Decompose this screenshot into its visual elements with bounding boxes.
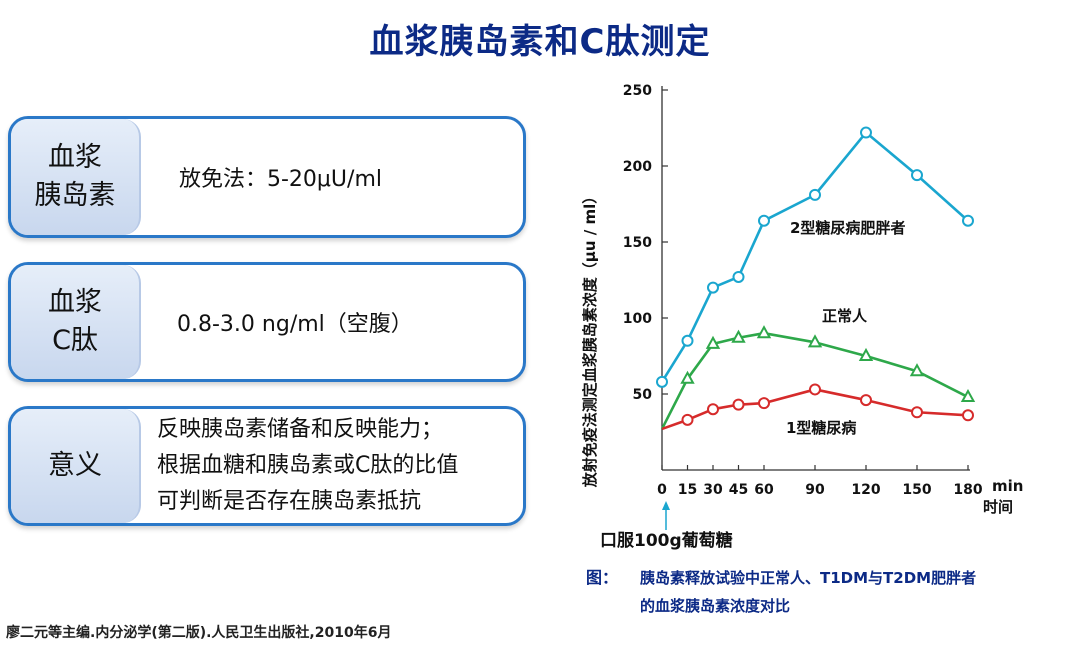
card-label-line: C肽 [52, 325, 98, 356]
y-tick-label: 150 [623, 235, 652, 251]
card-label-line: 意义 [48, 450, 102, 481]
card-plasma-insulin: 血浆 胰岛素 放免法：5-20μU/ml [8, 116, 526, 238]
card-text: 放免法：5-20μU/ml [179, 167, 382, 192]
data-point [680, 370, 695, 384]
reference-footer: 廖二元等主编.内分泌学(第二版).人民卫生出版社,2010年6月 [6, 625, 392, 641]
data-point [962, 409, 974, 422]
card-label-line: 血浆 [48, 142, 102, 173]
y-tick-label: 100 [623, 311, 652, 327]
data-point [732, 398, 745, 411]
card-label-line: 血浆 [48, 287, 102, 318]
page-title: 血浆胰岛素和C肽测定 [369, 22, 711, 62]
insulin-release-chart: 50 100 150 200 250 0 15 30 45 60 90 120 150 180 放射免疫法… [581, 83, 1023, 615]
data-point [681, 413, 694, 426]
data-point [911, 169, 923, 182]
y-tick-label: 250 [623, 83, 652, 99]
data-point [807, 334, 823, 348]
x-axis-unit: min [992, 477, 1023, 495]
data-point [707, 403, 719, 416]
x-tick-label: 60 [754, 482, 774, 498]
data-point [731, 329, 746, 343]
data-point [756, 325, 772, 339]
card-label: 血浆 C肽 [11, 265, 141, 379]
data-point [860, 394, 872, 407]
card-c-peptide: 血浆 C肽 0.8-3.0 ng/ml（空腹） [8, 262, 526, 382]
y-axis-label: 放射免疫法测定血浆胰岛素浓度（μu / ml） [581, 189, 599, 488]
x-tick-label: 90 [805, 482, 825, 498]
caption-line: 胰岛素释放试验中正常人、T1DM与T2DM肥胖者 [640, 569, 976, 587]
card-text-line: 可判断是否存在胰岛素抵抗 [157, 489, 422, 514]
data-point [681, 334, 694, 347]
x-tick-label: 120 [851, 482, 880, 498]
data-point [732, 270, 745, 283]
card-significance: 意义 反映胰岛素储备和反映能力； 根据血糖和胰岛素或C肽的比值 可判断是否存在胰… [8, 406, 526, 526]
x-tick-label: 180 [953, 482, 982, 498]
data-point [707, 281, 719, 294]
data-point [962, 214, 974, 227]
card-text-line: 反映胰岛素储备和反映能力； [157, 417, 444, 442]
x-tick-label: 45 [729, 482, 748, 498]
x-tick-label: 150 [902, 482, 931, 498]
card-label: 意义 [11, 409, 141, 523]
data-point [758, 214, 770, 227]
glucose-annotation: 口服100g葡萄糖 [600, 530, 733, 551]
data-point [656, 375, 668, 388]
data-point [960, 388, 976, 403]
data-point [860, 126, 872, 139]
data-point [705, 335, 721, 349]
card-label-line: 胰岛素 [34, 180, 116, 211]
card-text: 0.8-3.0 ng/ml（空腹） [177, 312, 413, 337]
data-point [809, 383, 821, 396]
series-label-t2dm: 2型糖尿病肥胖者 [790, 219, 905, 237]
data-point [911, 406, 923, 419]
data-point [858, 347, 874, 361]
card-label: 血浆 胰岛素 [11, 119, 141, 235]
x-tick-label: 30 [703, 482, 723, 498]
data-point [809, 188, 821, 201]
arrow-up-icon [662, 501, 670, 530]
x-axis-label: 时间 [983, 498, 1013, 516]
series-label-normal: 正常人 [822, 307, 868, 325]
caption-label: 图： [586, 568, 618, 587]
series-label-t1dm: 1型糖尿病 [786, 419, 856, 437]
x-tick-label: 0 [657, 482, 667, 498]
y-tick-label: 50 [633, 387, 653, 403]
data-point [758, 397, 770, 410]
data-point [909, 363, 925, 377]
y-tick-label: 200 [623, 159, 652, 175]
x-tick-label: 15 [678, 482, 697, 498]
caption-line: 的血浆胰岛素浓度对比 [640, 597, 790, 615]
card-text: 反映胰岛素储备和反映能力； 根据血糖和胰岛素或C肽的比值 可判断是否存在胰岛素抵… [157, 409, 513, 523]
card-text-line: 根据血糖和胰岛素或C肽的比值 [157, 453, 459, 478]
